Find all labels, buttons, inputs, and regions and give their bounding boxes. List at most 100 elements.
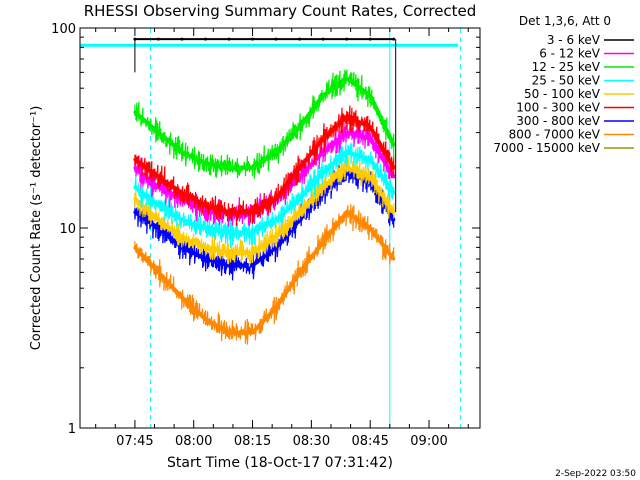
series-point-0-5 <box>251 37 255 41</box>
series-point-3-3 <box>203 226 207 230</box>
series-point-0-6 <box>274 37 278 41</box>
x-tick-label-4: 08:45 <box>351 434 388 449</box>
series-point-5-1 <box>156 175 160 179</box>
series-point-4-8 <box>321 185 325 189</box>
series-point-5-11 <box>392 166 396 170</box>
series-point-7-4 <box>227 331 231 335</box>
series-line-2 <box>133 75 396 170</box>
series-4 <box>133 155 396 267</box>
series-point-1-0 <box>133 166 137 170</box>
legend-label-3: 25 - 50 keV <box>532 74 601 88</box>
series-point-3-0 <box>133 185 137 189</box>
legend-label-2: 12 - 25 keV <box>532 60 601 74</box>
y-tick-label-2: 100 <box>51 22 76 37</box>
footer-date: 2-Sep-2022 03:50 <box>555 469 636 479</box>
series-line-7 <box>133 209 396 335</box>
series-point-6-0 <box>133 210 137 214</box>
legend-header: Det 1,3,6, Att 0 <box>519 14 611 28</box>
series-point-7-7 <box>298 270 302 274</box>
series-point-2-10 <box>368 93 372 97</box>
series-point-7-8 <box>321 240 325 244</box>
legend-label-1: 6 - 12 keV <box>539 47 601 61</box>
series-point-0-8 <box>321 37 325 41</box>
series-point-5-8 <box>321 137 325 141</box>
series-point-5-2 <box>180 191 184 195</box>
series-point-2-1 <box>156 131 160 135</box>
legend-label-0: 3 - 6 keV <box>547 33 601 47</box>
series-line-3 <box>133 149 396 235</box>
y-axis-label: Corrected Count Rate (s⁻¹ detector⁻¹) <box>29 106 44 351</box>
series-point-3-2 <box>180 218 184 222</box>
legend-label-6: 300 - 800 keV <box>516 114 600 128</box>
series-point-6-3 <box>203 257 207 261</box>
series-point-7-5 <box>251 331 255 335</box>
series-point-4-1 <box>156 218 160 222</box>
legend-label-5: 100 - 300 keV <box>516 101 600 115</box>
series-point-2-6 <box>274 150 278 154</box>
series-point-5-3 <box>203 203 207 207</box>
x-tick-label-0: 07:45 <box>116 434 153 449</box>
series-point-5-9 <box>345 115 349 119</box>
series-point-5-6 <box>274 197 278 201</box>
x-tick-label-5: 09:00 <box>410 434 447 449</box>
series-point-5-4 <box>227 210 231 214</box>
series-point-6-5 <box>251 263 255 267</box>
legend-label-7: 800 - 7000 keV <box>509 128 601 142</box>
series-point-7-6 <box>274 306 278 310</box>
series-line-4 <box>133 165 396 255</box>
series-point-0-9 <box>345 37 349 41</box>
series-point-7-9 <box>345 210 349 214</box>
series-point-2-11 <box>392 143 396 147</box>
series-point-7-11 <box>392 257 396 261</box>
series-point-4-5 <box>251 251 255 255</box>
series-point-3-5 <box>251 230 255 234</box>
series-point-4-7 <box>298 210 302 214</box>
series-point-0-3 <box>203 37 207 41</box>
plot-data <box>79 28 461 428</box>
series-point-4-4 <box>227 251 231 255</box>
series-point-2-0 <box>133 110 137 114</box>
series-point-2-2 <box>180 150 184 154</box>
y-tick-label-0: 1 <box>68 422 76 437</box>
series-point-4-3 <box>203 245 207 249</box>
series-point-4-10 <box>368 175 372 179</box>
series-point-0-7 <box>298 37 302 41</box>
series-point-0-2 <box>180 37 184 41</box>
series-point-4-2 <box>180 235 184 239</box>
series-point-4-11 <box>392 210 396 214</box>
series-point-3-9 <box>345 150 349 154</box>
chart-title: RHESSI Observing Summary Count Rates, Co… <box>84 2 477 20</box>
series-point-2-5 <box>251 166 255 170</box>
series-point-3-6 <box>274 218 278 222</box>
axes: 07:45 08:00 08:15 08:30 08:45 09:00 1 10 100 <box>51 22 480 449</box>
series-point-1-10 <box>368 137 372 141</box>
series-5 <box>133 105 396 226</box>
series-7 <box>133 204 396 345</box>
series-point-4-6 <box>274 235 278 239</box>
series-point-5-10 <box>368 125 372 129</box>
legend-label-4: 50 - 100 keV <box>524 87 601 101</box>
legend-label-8: 7000 - 15000 keV <box>493 141 600 155</box>
series-point-4-0 <box>133 197 137 201</box>
series-point-0-10 <box>368 37 372 41</box>
series-point-7-0 <box>133 245 137 249</box>
series-point-2-4 <box>227 166 231 170</box>
x-tick-label-3: 08:30 <box>293 434 330 449</box>
series-point-2-8 <box>321 93 325 97</box>
series-point-3-8 <box>321 170 325 174</box>
series-point-3-11 <box>392 191 396 195</box>
series-point-2-3 <box>203 162 207 166</box>
series-point-6-4 <box>227 263 231 267</box>
series-point-0-4 <box>227 37 231 41</box>
series-point-5-0 <box>133 158 137 162</box>
series-2 <box>133 69 396 179</box>
y-tick-label-1: 10 <box>59 222 76 237</box>
series-point-3-7 <box>298 197 302 201</box>
series-point-5-5 <box>251 210 255 214</box>
series-point-5-7 <box>298 166 302 170</box>
series-point-6-11 <box>392 218 396 222</box>
series-point-2-9 <box>345 76 349 80</box>
series-point-1-11 <box>392 175 396 179</box>
